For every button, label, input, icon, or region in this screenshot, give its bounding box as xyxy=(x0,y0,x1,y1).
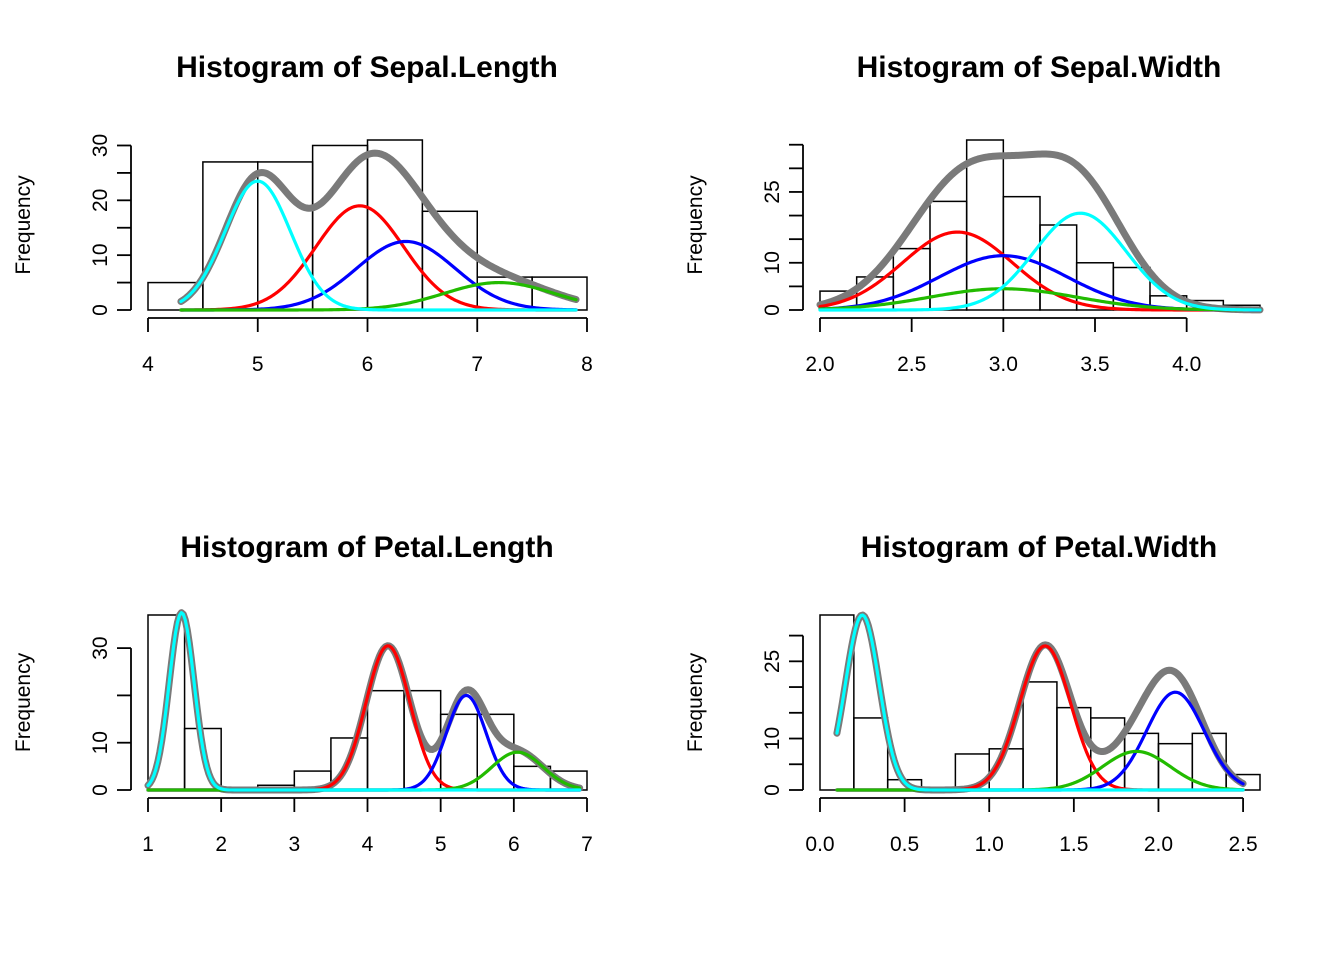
histogram-panel-2: Histogram of Sepal.Width Frequency 2.0 2.5 3… xyxy=(684,51,1264,376)
histogram-panel-1: Histogram of Sepal.Length Frequency 4 5 6 7 8 0… xyxy=(12,51,593,376)
y-axis-label: Frequency xyxy=(12,175,35,275)
y-tick-label: 0 xyxy=(761,784,784,796)
x-tick-label: 3 xyxy=(288,833,300,856)
histogram-panel-3: Histogram of Petal.Length Frequency 1 2 3 4 5 6… xyxy=(12,531,593,856)
histogram-bar xyxy=(421,210,478,311)
x-tick-label: 6 xyxy=(362,353,374,376)
histogram-bar xyxy=(1090,717,1126,791)
x-tick-label: 5 xyxy=(435,833,447,856)
histogram-bar xyxy=(819,614,855,791)
x-tick-label: 1 xyxy=(142,833,154,856)
mixture-component-curve xyxy=(818,287,1262,312)
histogram-bar xyxy=(1157,742,1194,791)
y-tick-label: 20 xyxy=(89,189,112,212)
chart-title: Histogram of Petal.Width xyxy=(861,531,1217,564)
y-tick-label: 0 xyxy=(761,304,784,316)
y-axis-label: Frequency xyxy=(684,652,707,752)
mixture-component-curve xyxy=(835,613,1245,792)
y-tick-label: 10 xyxy=(761,727,784,750)
chart-title: Histogram of Sepal.Width xyxy=(857,51,1222,84)
x-tick-label: 5 xyxy=(252,353,264,376)
y-tick-label: 10 xyxy=(89,243,112,266)
histogram-bar xyxy=(366,689,405,791)
y-tick-label: 30 xyxy=(89,134,112,157)
y-tick-label: 0 xyxy=(89,784,112,796)
x-tick-label: 2.0 xyxy=(805,353,834,376)
x-tick-label: 7 xyxy=(581,833,593,856)
x-tick-label: 3.0 xyxy=(989,353,1018,376)
mixture-total-curve xyxy=(177,149,580,305)
histogram-bar xyxy=(853,717,889,791)
mixture-component-curve xyxy=(146,611,582,792)
mixture-total-curve xyxy=(816,150,1264,314)
x-tick-label: 4 xyxy=(362,833,374,856)
y-tick-label: 30 xyxy=(89,636,112,659)
x-tick-label: 1.5 xyxy=(1059,833,1088,856)
x-tick-label: 7 xyxy=(471,353,483,376)
x-tick-label: 2 xyxy=(215,833,227,856)
x-tick-label: 4.0 xyxy=(1172,353,1201,376)
mixture-total-curve xyxy=(144,609,584,794)
y-tick-label: 10 xyxy=(761,251,784,274)
histogram-bar xyxy=(965,139,1005,311)
mixture-component-curve xyxy=(818,211,1262,312)
y-axis-label: Frequency xyxy=(12,652,35,752)
chart-title: Histogram of Sepal.Length xyxy=(176,51,558,84)
x-tick-label: 0.5 xyxy=(890,833,919,856)
x-tick-label: 6 xyxy=(508,833,520,856)
y-tick-label: 0 xyxy=(89,304,112,316)
x-tick-label: 2.0 xyxy=(1144,833,1173,856)
x-tick-label: 3.5 xyxy=(1080,353,1109,376)
histogram-bar xyxy=(311,144,369,311)
y-tick-label: 10 xyxy=(89,731,112,754)
chart-title: Histogram of Petal.Length xyxy=(180,531,553,564)
histogram-bar xyxy=(1022,681,1058,791)
mixture-total-curve xyxy=(833,611,1247,794)
x-tick-label: 0.0 xyxy=(805,833,834,856)
mixture-component-curve xyxy=(179,280,578,312)
x-tick-label: 8 xyxy=(581,353,593,376)
x-tick-label: 4 xyxy=(142,353,154,376)
x-tick-label: 1.0 xyxy=(975,833,1004,856)
mixture-component-curve xyxy=(179,204,578,312)
y-axis-label: Frequency xyxy=(684,175,707,275)
histogram-panel-4: Histogram of Petal.Width Frequency 0.0 0.5 1… xyxy=(684,531,1261,856)
y-tick-label: 25 xyxy=(761,650,784,673)
y-tick-label: 25 xyxy=(761,180,784,203)
x-tick-label: 2.5 xyxy=(897,353,926,376)
x-tick-label: 2.5 xyxy=(1228,833,1257,856)
mixture-component-curve xyxy=(179,179,578,312)
